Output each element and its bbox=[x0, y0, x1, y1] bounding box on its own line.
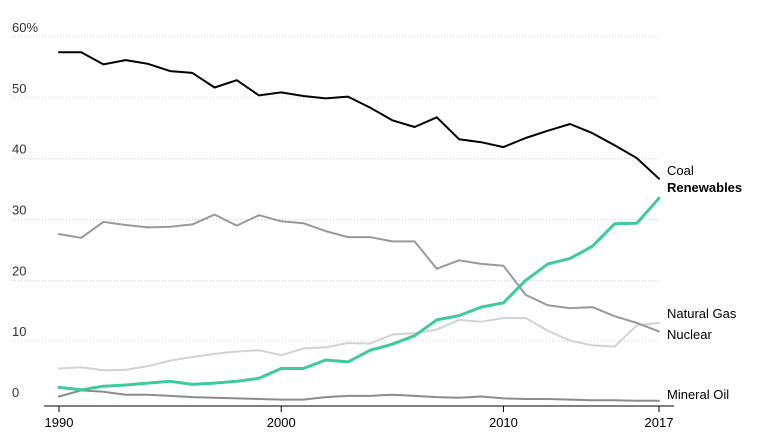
y-axis-tick-labels: 60% 50 40 30 20 10 0 bbox=[12, 20, 38, 400]
series-label-coal: Coal bbox=[667, 163, 694, 178]
series-label-natural-gas: Natural Gas bbox=[667, 306, 737, 321]
y-tick-label: 30 bbox=[12, 203, 26, 218]
y-tick-label: 10 bbox=[12, 324, 26, 339]
grid-layer bbox=[12, 36, 659, 342]
x-axis: 1990 2000 2010 2017 bbox=[44, 405, 674, 430]
series-line-mineral-oil bbox=[58, 389, 660, 402]
x-tick-label: 1990 bbox=[45, 415, 74, 430]
y-tick-label: 20 bbox=[12, 263, 26, 278]
y-tick-label: 40 bbox=[12, 142, 26, 157]
y-tick-label: 50 bbox=[12, 81, 26, 96]
series-label-renewables: Renewables bbox=[667, 180, 742, 195]
series-line-coal bbox=[58, 51, 660, 180]
y-tick-label: 60% bbox=[12, 20, 38, 35]
series-line-renewables bbox=[57, 196, 661, 392]
series-label-mineral-oil: Mineral Oil bbox=[667, 387, 729, 402]
x-tick-label: 2017 bbox=[645, 415, 674, 430]
series-labels: Coal Renewables Natural Gas Nuclear Mineral … bbox=[667, 163, 742, 402]
series-label-nuclear: Nuclear bbox=[667, 327, 712, 342]
x-tick-label: 2000 bbox=[267, 415, 296, 430]
y-tick-label: 0 bbox=[12, 385, 19, 400]
x-tick-label: 2010 bbox=[489, 415, 518, 430]
series-line-natural-gas bbox=[58, 317, 660, 372]
series-lines bbox=[57, 51, 661, 402]
series-line-nuclear bbox=[58, 213, 660, 333]
